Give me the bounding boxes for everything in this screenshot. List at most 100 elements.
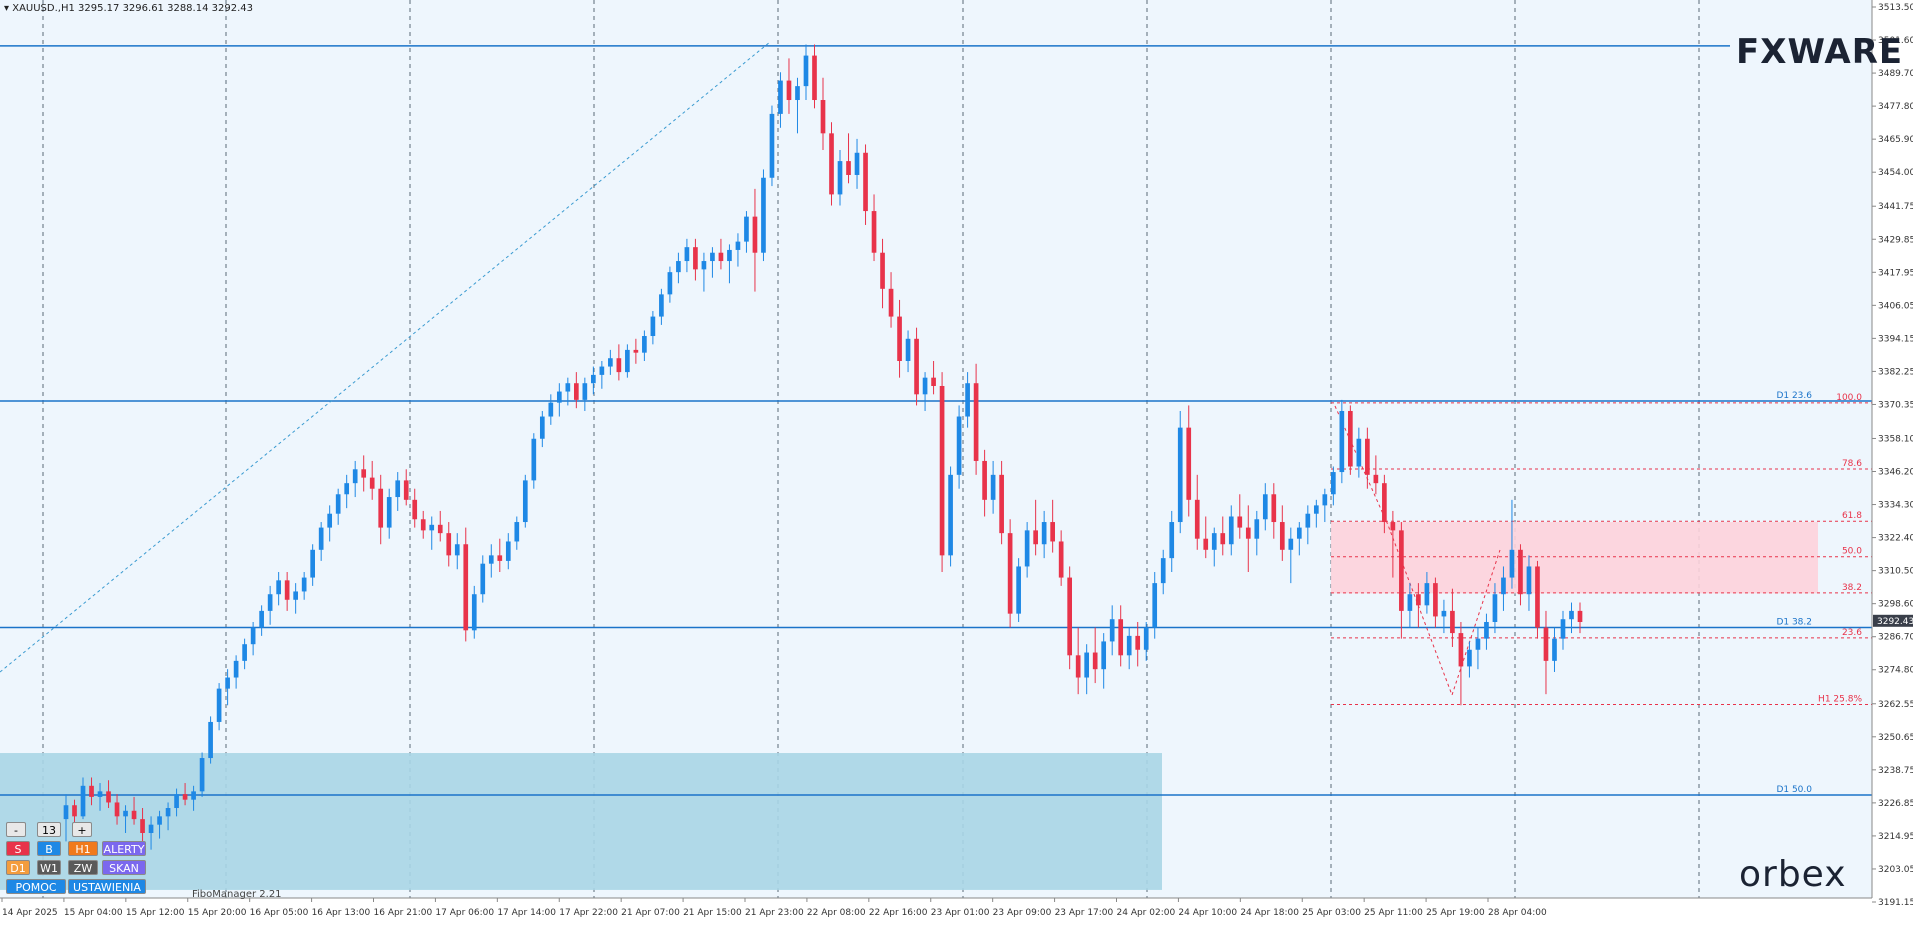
candle-body <box>880 252 885 289</box>
candle-body <box>633 349 639 353</box>
fib-level-label: 23.6 <box>1842 628 1862 638</box>
candle-body <box>1135 635 1141 650</box>
count-value[interactable]: 13 <box>37 822 61 837</box>
time-tick-label: 21 Apr 23:00 <box>745 908 804 918</box>
time-tick-label: 22 Apr 16:00 <box>869 908 928 918</box>
alerts-button[interactable]: ALERTY <box>102 841 146 856</box>
candle-body <box>1288 538 1294 550</box>
candle-body <box>1458 633 1464 667</box>
orbex-logo: orbex <box>1739 854 1847 895</box>
price-tick-label: 3238.75 <box>1878 766 1913 776</box>
d1-button[interactable]: D1 <box>6 860 30 875</box>
dropdown-icon[interactable]: ▾ <box>4 3 10 14</box>
buy-button[interactable]: B <box>37 841 61 856</box>
price-tick-label: 3250.65 <box>1878 733 1913 743</box>
candle-body <box>1348 410 1353 467</box>
time-tick-label: 21 Apr 07:00 <box>621 908 680 918</box>
candle-body <box>1169 522 1175 559</box>
candle-body <box>727 249 732 262</box>
w1-button[interactable]: W1 <box>37 860 61 875</box>
candle-body <box>659 294 664 317</box>
increase-button[interactable]: + <box>72 822 92 837</box>
candle-body <box>616 358 622 373</box>
candle-body <box>1033 530 1038 545</box>
time-tick-label: 16 Apr 21:00 <box>374 908 433 918</box>
candle-body <box>1356 438 1362 467</box>
candle-body <box>1220 533 1226 545</box>
candle-body <box>956 416 962 475</box>
candle-body <box>608 358 613 367</box>
time-tick-label: 17 Apr 22:00 <box>559 908 618 918</box>
symbol-label: XAUUSD.,H1 <box>12 3 75 14</box>
ohlc-values: 3295.17 3296.61 3288.14 3292.43 <box>78 3 253 14</box>
candle-body <box>208 721 213 759</box>
price-tick-label: 3214.95 <box>1878 832 1913 842</box>
candle-body <box>693 247 698 270</box>
candle-body <box>1339 410 1345 473</box>
candle-body <box>471 594 477 631</box>
settings-button[interactable]: USTAWIENIA <box>68 879 146 894</box>
candle-body <box>1024 530 1030 567</box>
scan-button[interactable]: SKAN <box>102 860 146 875</box>
candle-body <box>488 555 494 564</box>
candle-body <box>1467 649 1472 667</box>
candle-body <box>1152 583 1158 628</box>
time-tick-label: 24 Apr 10:00 <box>1178 908 1237 918</box>
candle-body <box>505 541 511 561</box>
candle-body <box>1501 577 1506 595</box>
candle-body <box>1075 655 1081 678</box>
candle-body <box>761 177 766 253</box>
grid-layer <box>42 0 1700 898</box>
timeframe-button[interactable]: H1 <box>68 841 98 856</box>
candle-body <box>556 391 562 403</box>
candle-body <box>965 383 970 417</box>
candle-body <box>599 366 605 375</box>
candle-body <box>191 791 196 800</box>
candle-body <box>812 55 817 101</box>
candle-body <box>454 544 460 556</box>
price-tick-label: 3274.80 <box>1878 666 1913 676</box>
candle-body <box>999 474 1004 534</box>
price-tick-label: 3370.35 <box>1878 400 1913 410</box>
candle-layer <box>63 44 1583 850</box>
candle-body <box>225 677 230 689</box>
time-tick-label: 15 Apr 12:00 <box>126 908 185 918</box>
candle-body <box>123 810 128 817</box>
sell-button[interactable]: S <box>6 841 30 856</box>
candle-body <box>948 474 953 556</box>
candle-body <box>1424 583 1430 606</box>
candle-body <box>395 480 401 498</box>
price-tick-label: 3394.15 <box>1878 334 1913 344</box>
trend-layer <box>0 41 1501 697</box>
candle-body <box>548 402 554 417</box>
candle-body <box>1322 494 1328 506</box>
candle-body <box>284 580 290 600</box>
fib-level-label: 50.0 <box>1842 547 1862 557</box>
candle-body <box>1271 494 1277 523</box>
candle-body <box>1518 549 1523 595</box>
candle-body <box>539 416 545 439</box>
candle-body <box>565 383 571 392</box>
candle-body <box>361 469 367 478</box>
trend-line <box>0 41 771 673</box>
price-tick-label: 3286.70 <box>1878 633 1913 643</box>
decrease-button[interactable]: - <box>6 822 26 837</box>
candle-body <box>905 338 911 362</box>
candle-body <box>888 288 894 317</box>
price-tick-label: 3334.30 <box>1878 501 1913 511</box>
candle-body <box>625 349 630 373</box>
help-button[interactable]: POMOC <box>6 879 66 894</box>
candle-body <box>301 577 307 592</box>
candle-body <box>897 316 902 362</box>
fib-level-label: 38.2 <box>1842 583 1862 593</box>
zw-button[interactable]: ZW <box>68 860 98 875</box>
candle-body <box>369 477 375 489</box>
candle-body <box>1007 533 1013 614</box>
candle-body <box>1041 522 1047 545</box>
candle-body <box>1109 619 1115 642</box>
candle-body <box>1509 549 1515 578</box>
candle-body <box>1016 566 1021 614</box>
candle-body <box>157 816 162 825</box>
